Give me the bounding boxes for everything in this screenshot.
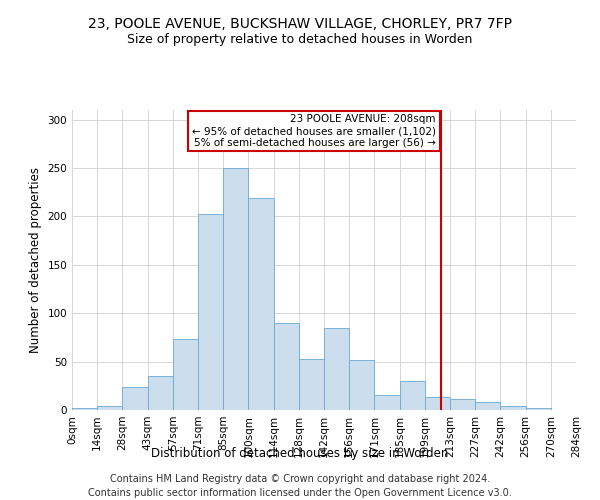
Bar (475, 402, 500, 410)
Bar (425, 398, 450, 410)
Bar (450, 400, 475, 410)
Text: Contains HM Land Registry data © Crown copyright and database right 2024.
Contai: Contains HM Land Registry data © Crown c… (88, 474, 512, 498)
Bar (299, 358, 324, 410)
Bar (374, 396, 400, 410)
Bar (274, 323, 299, 410)
Bar (97, 406, 122, 410)
Bar (349, 360, 374, 410)
Bar (500, 406, 526, 410)
Text: Distribution of detached houses by size in Worden: Distribution of detached houses by size … (151, 448, 449, 460)
Bar (122, 387, 148, 410)
Text: 23, POOLE AVENUE, BUCKSHAW VILLAGE, CHORLEY, PR7 7FP: 23, POOLE AVENUE, BUCKSHAW VILLAGE, CHOR… (88, 18, 512, 32)
Bar (248, 198, 274, 410)
Y-axis label: Number of detached properties: Number of detached properties (29, 167, 42, 353)
Bar (198, 214, 223, 410)
Bar (223, 168, 248, 410)
Bar (173, 340, 198, 410)
Bar (400, 381, 425, 410)
Bar (324, 328, 349, 410)
Text: Size of property relative to detached houses in Worden: Size of property relative to detached ho… (127, 32, 473, 46)
Bar (148, 376, 173, 410)
Bar (72, 408, 97, 410)
Bar (526, 408, 551, 410)
Text: 23 POOLE AVENUE: 208sqm
← 95% of detached houses are smaller (1,102)
5% of semi-: 23 POOLE AVENUE: 208sqm ← 95% of detache… (192, 114, 436, 148)
